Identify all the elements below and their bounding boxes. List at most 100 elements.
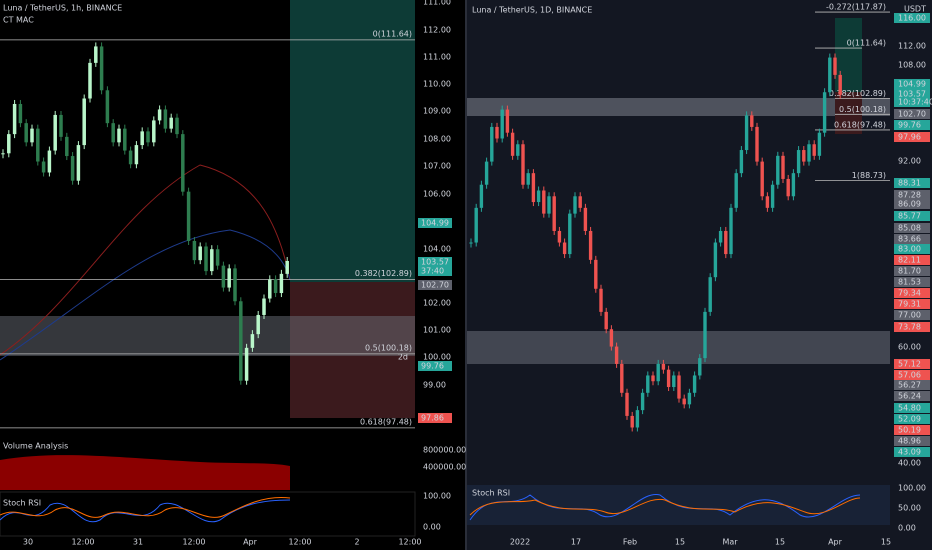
candle (285, 260, 289, 274)
price-label: 40.00 (898, 459, 921, 468)
candle (599, 288, 603, 312)
price-tag (894, 288, 930, 298)
candle (630, 415, 634, 428)
price-tag (894, 79, 930, 89)
time-label: 12:00 (71, 538, 94, 547)
pane-title: Stoch RSI (3, 499, 41, 508)
price-label: 116.00 (898, 14, 926, 23)
candle (791, 173, 796, 197)
candle (516, 144, 520, 156)
time-label: 12:00 (182, 538, 205, 547)
axis-label: 800000.00 (423, 446, 466, 455)
price-tag (894, 13, 930, 23)
candle (625, 392, 629, 416)
candle (256, 314, 260, 335)
price-tag (894, 255, 930, 265)
candle (279, 273, 284, 294)
candle (552, 196, 556, 231)
candle (739, 150, 744, 174)
price-tag (894, 380, 930, 390)
candle (111, 123, 115, 143)
candle (146, 131, 150, 143)
candle (594, 259, 598, 289)
candle (635, 410, 640, 428)
candle (521, 144, 525, 185)
candle (755, 126, 759, 162)
price-label: 111.00 (423, 0, 451, 7)
candle (186, 191, 191, 241)
price-label: 57.12 (898, 360, 921, 369)
candle (140, 131, 144, 146)
candle (169, 117, 173, 129)
support-zone (0, 316, 415, 356)
chart-title: Luna / TetherUS, 1h, BINANCE (3, 4, 122, 13)
axis-label: 0.00 (898, 524, 916, 533)
price-label: 81.70 (898, 267, 921, 276)
price-tag-label: 103.57 (421, 258, 449, 267)
candle (547, 196, 551, 214)
price-tag (894, 414, 930, 424)
candle (273, 279, 278, 294)
price-label: 107.00 (423, 162, 451, 171)
candle (12, 103, 17, 135)
candle (210, 249, 214, 272)
price-tag (894, 190, 930, 200)
price-label: 106.00 (423, 190, 451, 199)
price-tag-label: 37:40 (421, 267, 444, 276)
price-label: 104.99 (898, 80, 926, 89)
price-label: 112.00 (423, 26, 451, 35)
candle (568, 213, 572, 255)
candle (250, 334, 255, 348)
price-label: 97.96 (898, 133, 921, 142)
candle (70, 156, 75, 181)
candle (531, 173, 536, 203)
candle (41, 161, 46, 173)
candle (88, 62, 92, 99)
price-tag (894, 97, 930, 107)
price-label: 79.31 (898, 300, 921, 309)
price-label: 102.70 (898, 110, 926, 119)
time-label: Mar (722, 538, 738, 547)
price-tag (418, 257, 452, 267)
price-tag-label: 97.86 (421, 414, 444, 423)
price-label: 99.00 (423, 381, 446, 390)
candle (152, 120, 156, 143)
indicator-label: CT MAC (3, 16, 34, 25)
price-label: 110.00 (423, 80, 451, 89)
price-label: 101.00 (423, 326, 451, 335)
price-tag (894, 89, 930, 99)
price-tag (894, 370, 930, 380)
candle (157, 109, 162, 121)
candle (526, 173, 530, 185)
candle (796, 150, 801, 174)
price-label: 104.00 (423, 245, 451, 254)
price-tag (894, 120, 930, 130)
candle (542, 190, 546, 214)
price-label: 48.96 (898, 437, 921, 446)
candle (495, 126, 499, 139)
price-label: 56.27 (898, 381, 921, 390)
price-tag (894, 425, 930, 435)
candle (18, 103, 23, 124)
price-label: 56.24 (898, 392, 921, 401)
price-label: 54.80 (898, 404, 921, 413)
price-label: 60.00 (898, 343, 921, 352)
fib-label: 1(88.73) (852, 171, 886, 180)
candle (505, 109, 510, 133)
candle (661, 363, 666, 370)
candle (227, 268, 231, 288)
candle (82, 98, 86, 146)
price-tag (894, 244, 930, 254)
price-label: 10:37:40 (898, 98, 932, 107)
time-label: Apr (243, 538, 258, 547)
price-label: 100.00 (423, 353, 451, 362)
candle (640, 392, 645, 411)
axis-label: 0.00 (423, 523, 441, 532)
price-label: 86.09 (898, 200, 921, 209)
candle (573, 196, 577, 214)
candle (268, 279, 272, 299)
price-tag (894, 299, 930, 309)
candle (781, 155, 785, 179)
support-zone (467, 331, 890, 364)
